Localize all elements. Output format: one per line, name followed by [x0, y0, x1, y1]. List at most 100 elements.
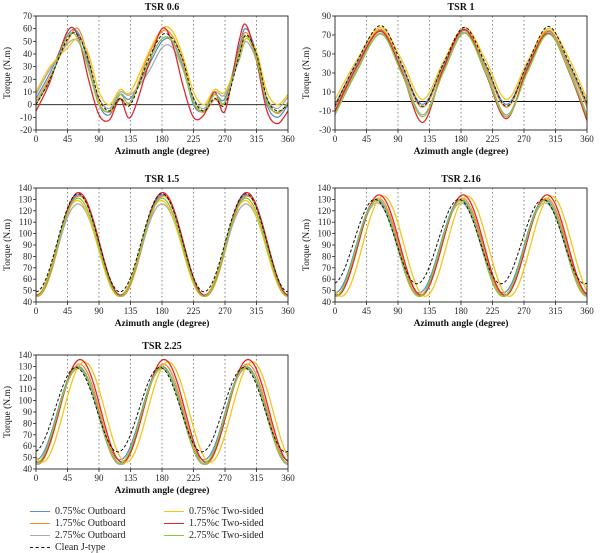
- legend-swatch: [30, 535, 50, 536]
- y-tick-label: 50: [23, 286, 33, 296]
- x-tick-label: 135: [124, 473, 138, 483]
- x-tick-label: 360: [580, 306, 594, 316]
- series-line: [36, 32, 288, 112]
- y-tick-label: 90: [23, 407, 33, 417]
- y-tick-label: 130: [318, 194, 332, 204]
- x-tick-label: 0: [333, 306, 338, 316]
- series-line: [335, 29, 587, 106]
- legend-item-275-outboard: 2.75%c Outboard: [30, 530, 126, 541]
- y-tick-label: 120: [318, 206, 332, 216]
- y-tick-label: 50: [23, 453, 33, 463]
- legend: 0.75%c Outboard 1.75%c Outboard 2.75%c O…: [30, 506, 330, 553]
- y-tick-label: 0: [28, 100, 33, 110]
- y-tick-label: -20: [20, 125, 32, 135]
- x-tick-label: 225: [486, 306, 500, 316]
- x-tick-label: 135: [124, 306, 138, 316]
- y-tick-label: 80: [23, 418, 33, 428]
- legend-item-175-two-sided: 1.75%c Two-sided: [164, 518, 264, 529]
- y-tick-label: 50: [322, 49, 332, 59]
- series-line: [335, 28, 587, 124]
- x-tick-label: 180: [155, 306, 169, 316]
- y-tick-label: 80: [322, 251, 332, 261]
- legend-swatch: [164, 523, 184, 524]
- y-tick-label: 40: [23, 49, 33, 59]
- y-tick-label: 140: [19, 183, 33, 193]
- series-line: [36, 203, 288, 296]
- legend-label: 2.75%c Two-sided: [189, 530, 264, 541]
- y-tick-label: 120: [19, 373, 33, 383]
- y-tick-label: 130: [19, 194, 33, 204]
- legend-swatch: [30, 547, 50, 548]
- legend-swatch: [30, 511, 50, 512]
- chart-title: TSR 1.5: [145, 174, 179, 185]
- x-tick-label: 0: [333, 134, 338, 144]
- x-tick-label: 90: [95, 134, 105, 144]
- x-tick-label: 315: [250, 306, 264, 316]
- x-tick-label: 45: [362, 134, 372, 144]
- series-line: [36, 358, 288, 463]
- x-tick-label: 225: [187, 134, 201, 144]
- x-tick-label: 135: [423, 306, 437, 316]
- y-tick-label: 50: [23, 36, 33, 46]
- y-tick-label: 60: [23, 274, 33, 284]
- series-line: [36, 194, 288, 296]
- x-tick-label: 90: [394, 306, 404, 316]
- y-tick-label: 30: [23, 62, 33, 72]
- y-tick-label: 10: [322, 87, 332, 97]
- series-line: [36, 195, 288, 297]
- x-tick-label: 360: [281, 134, 295, 144]
- legend-item-075-two-sided: 0.75%c Two-sided: [164, 506, 264, 517]
- x-axis-label: Azimuth angle (degree): [414, 318, 509, 329]
- x-tick-label: 45: [362, 306, 372, 316]
- y-tick-label: 60: [23, 24, 33, 34]
- chart-title: TSR 1: [448, 2, 475, 13]
- y-tick-label: 100: [19, 229, 33, 239]
- x-tick-label: 270: [517, 134, 531, 144]
- x-tick-label: 270: [517, 306, 531, 316]
- legend-label: Clean J-type: [55, 542, 106, 553]
- x-tick-label: 0: [34, 134, 39, 144]
- x-tick-label: 315: [250, 134, 264, 144]
- y-tick-label: 40: [23, 297, 33, 307]
- series-line: [36, 38, 288, 110]
- series-line: [36, 191, 288, 296]
- series-line: [335, 194, 587, 296]
- y-tick-label: 140: [318, 183, 332, 193]
- y-tick-label: 70: [322, 30, 332, 40]
- x-axis-label: Azimuth angle (degree): [115, 318, 210, 329]
- y-tick-label: 70: [23, 11, 33, 21]
- chart-title: TSR 2.16: [441, 174, 480, 185]
- y-tick-label: 60: [322, 274, 332, 284]
- legend-item-075-outboard: 0.75%c Outboard: [30, 506, 126, 517]
- x-axis-label: Azimuth angle (degree): [115, 146, 210, 157]
- series-line: [335, 195, 587, 297]
- x-tick-label: 135: [423, 134, 437, 144]
- x-tick-label: 180: [155, 134, 169, 144]
- x-tick-label: 45: [63, 473, 73, 483]
- y-tick-label: 90: [322, 11, 332, 21]
- y-tick-label: 140: [19, 350, 33, 360]
- y-tick-label: 120: [19, 206, 33, 216]
- y-tick-label: 110: [19, 384, 33, 394]
- legend-swatch: [30, 523, 50, 524]
- series-line: [36, 193, 288, 293]
- legend-item-clean-j-type: Clean J-type: [30, 542, 105, 553]
- y-axis-label: Torque (N.m): [2, 386, 13, 438]
- series-line: [335, 24, 587, 107]
- x-tick-label: 0: [34, 473, 39, 483]
- series-line: [36, 197, 288, 297]
- x-axis-label: Azimuth angle (degree): [414, 146, 509, 157]
- y-tick-label: 40: [322, 297, 332, 307]
- y-tick-label: 90: [23, 240, 33, 250]
- legend-label: 1.75%c Outboard: [55, 518, 126, 529]
- series-line: [335, 199, 587, 297]
- y-axis-label: Torque (N.m): [301, 47, 312, 99]
- x-tick-label: 270: [218, 134, 232, 144]
- x-tick-label: 45: [63, 134, 73, 144]
- y-tick-label: 80: [23, 251, 33, 261]
- chart-title: TSR 0.6: [145, 2, 179, 13]
- x-tick-label: 315: [250, 473, 264, 483]
- x-tick-label: 0: [34, 306, 39, 316]
- x-tick-label: 360: [281, 473, 295, 483]
